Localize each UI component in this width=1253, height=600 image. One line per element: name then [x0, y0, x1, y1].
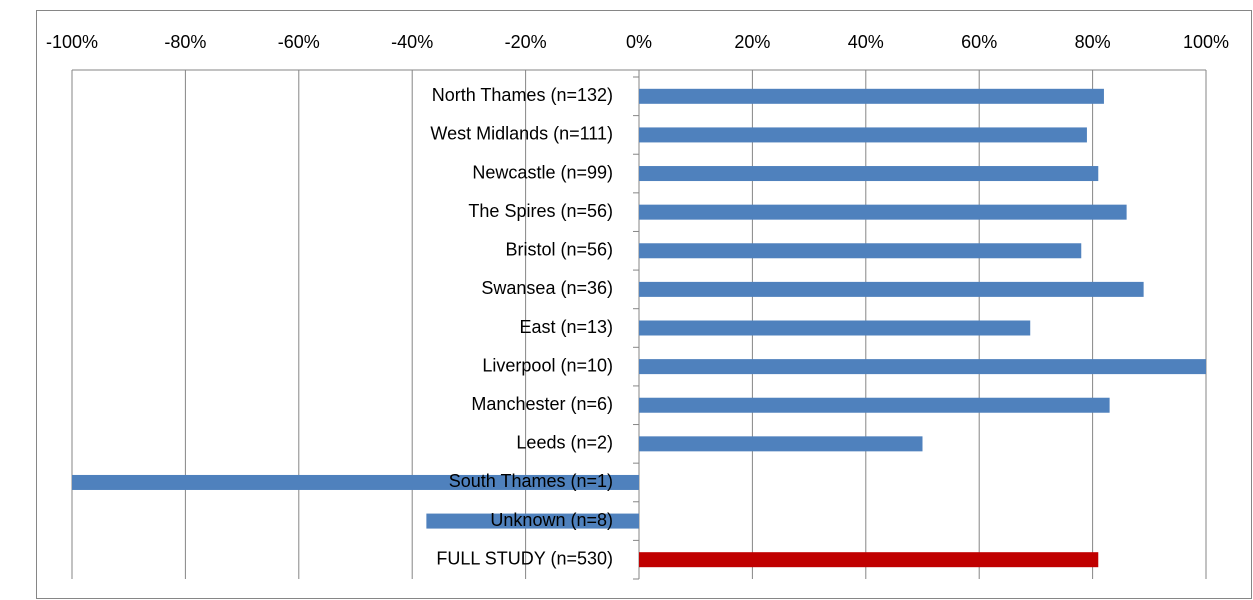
x-tick-label: 100%	[1183, 32, 1229, 52]
bar	[639, 243, 1082, 259]
y-tick-label: Swansea (n=36)	[481, 278, 613, 298]
y-tick-label: The Spires (n=56)	[468, 201, 613, 221]
y-tick-label: North Thames (n=132)	[432, 85, 613, 105]
bar	[639, 127, 1087, 143]
y-tick-label: Manchester (n=6)	[471, 394, 613, 414]
x-tick-label: 40%	[848, 32, 884, 52]
bar	[639, 166, 1099, 182]
y-tick-label: East (n=13)	[519, 317, 613, 337]
bar	[426, 513, 639, 529]
bar	[639, 88, 1104, 104]
bar	[72, 474, 639, 490]
y-tick-label: South Thames (n=1)	[449, 471, 613, 491]
y-tick-label: Bristol (n=56)	[505, 240, 613, 260]
x-tick-label: -80%	[164, 32, 206, 52]
bar	[639, 436, 923, 452]
x-tick-label: -100%	[46, 32, 98, 52]
y-tick-label: Newcastle (n=99)	[472, 162, 613, 182]
x-tick-label: -20%	[505, 32, 547, 52]
bar	[639, 552, 1099, 568]
y-tick-label: Liverpool (n=10)	[482, 355, 613, 375]
x-tick-label: 60%	[961, 32, 997, 52]
x-tick-label: -40%	[391, 32, 433, 52]
bar	[639, 320, 1031, 336]
y-tick-label: Leeds (n=2)	[516, 433, 613, 453]
y-tick-label: FULL STUDY (n=530)	[436, 548, 613, 568]
bar	[639, 359, 1206, 375]
y-tick-label: Unknown (n=8)	[490, 510, 613, 530]
bar	[639, 397, 1110, 413]
x-tick-label: 20%	[734, 32, 770, 52]
x-tick-label: 0%	[626, 32, 652, 52]
y-tick-label: West Midlands (n=111)	[430, 124, 613, 144]
x-tick-label: 80%	[1075, 32, 1111, 52]
x-tick-label: -60%	[278, 32, 320, 52]
chart-border	[36, 10, 1252, 599]
bar	[639, 204, 1127, 220]
bar	[639, 281, 1144, 297]
